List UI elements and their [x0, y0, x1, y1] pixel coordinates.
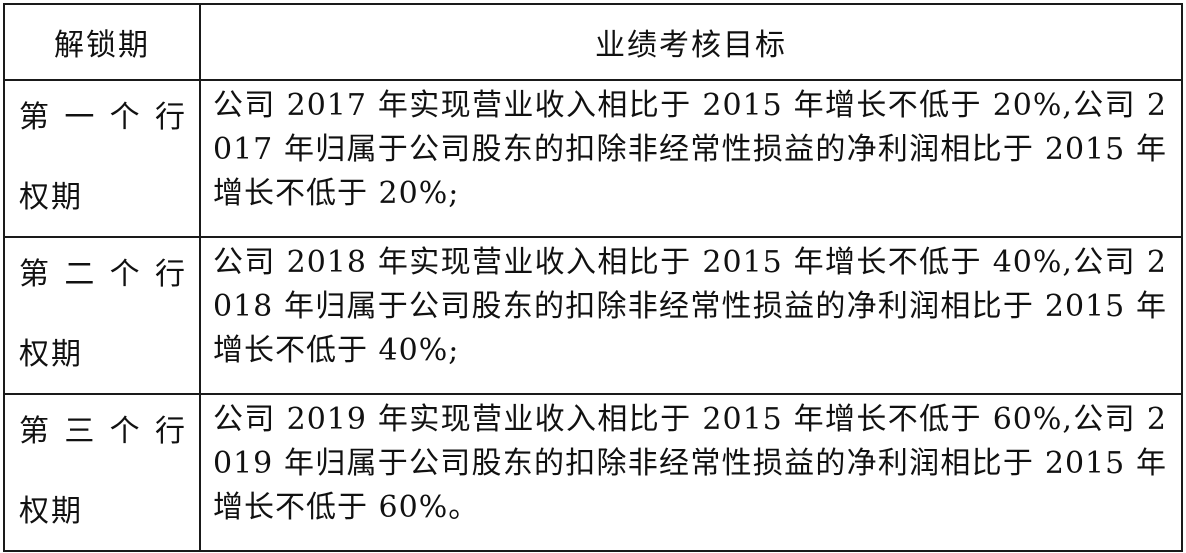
table-row: 第 二 个 行 权期 公司 2018 年实现营业收入相比于 2015 年增长不低…: [3, 236, 1183, 395]
period-label-line2: 权期: [19, 494, 83, 529]
table-row: 第 三 个 行 权期 公司 2019 年实现营业收入相比于 2015 年增长不低…: [3, 393, 1183, 552]
table-row: 第 一 个 行 权期 公司 2017 年实现营业收入相比于 2015 年增长不低…: [3, 79, 1183, 238]
period-label-line2: 权期: [19, 180, 83, 215]
period-cell: 第 二 个 行 权期: [3, 236, 201, 395]
target-cell: 公司 2018 年实现营业收入相比于 2015 年增长不低于 40%,公司 20…: [199, 236, 1183, 395]
target-cell: 公司 2019 年实现营业收入相比于 2015 年增长不低于 60%,公司 20…: [199, 393, 1183, 552]
period-label-line1: 第 一 个 行: [19, 100, 185, 135]
period-label-line2: 权期: [19, 337, 83, 372]
table-header-row: 解锁期 业绩考核目标: [3, 3, 1183, 81]
target-text: 公司 2019 年实现营业收入相比于 2015 年增长不低于 60%,公司 20…: [213, 402, 1167, 525]
target-text: 公司 2018 年实现营业收入相比于 2015 年增长不低于 40%,公司 20…: [213, 245, 1167, 368]
target-text: 公司 2017 年实现营业收入相比于 2015 年增长不低于 20%,公司 20…: [213, 88, 1167, 211]
period-cell: 第 三 个 行 权期: [3, 393, 201, 552]
period-label-line1: 第 二 个 行: [19, 257, 185, 292]
period-cell: 第 一 个 行 权期: [3, 79, 201, 238]
performance-target-table: 解锁期 业绩考核目标 第 一 个 行 权期 公司 2017 年实现营业收入相比于…: [3, 3, 1183, 552]
header-performance-target: 业绩考核目标: [199, 3, 1183, 81]
target-cell: 公司 2017 年实现营业收入相比于 2015 年增长不低于 20%,公司 20…: [199, 79, 1183, 238]
period-label-line1: 第 三 个 行: [19, 414, 185, 449]
header-unlock-period: 解锁期: [3, 3, 201, 81]
